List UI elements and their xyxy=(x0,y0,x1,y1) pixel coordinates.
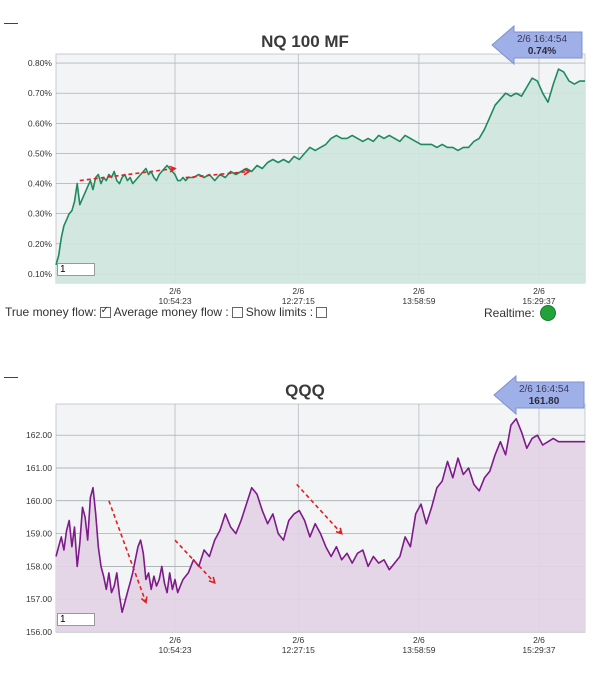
trend-arrow-head xyxy=(208,576,216,585)
badge-shape xyxy=(493,374,585,416)
x-tick-date: 2/6 xyxy=(169,286,181,296)
x-tick-time: 12:27:15 xyxy=(282,645,315,655)
range-input[interactable]: 1 xyxy=(57,263,95,276)
trend-arrow-line xyxy=(185,170,250,179)
y-tick-label: 0.40% xyxy=(28,179,53,189)
x-tick-date: 2/6 xyxy=(533,286,545,296)
chart-title: NQ 100 MF xyxy=(261,32,349,51)
y-tick-label: 0.80% xyxy=(28,58,53,68)
series-area xyxy=(56,418,585,632)
x-tick-date: 2/6 xyxy=(292,286,304,296)
nq100-mf-panel: — NQ 100 MF 0.10% 0.20% 0.30% 0.40% 0.50% 0.6… xyxy=(0,0,610,330)
y-tick-label: 157.00 xyxy=(26,594,52,604)
x-tick-date: 2/6 xyxy=(292,635,304,645)
y-tick-label: 0.30% xyxy=(28,209,53,219)
trend-arrow-line xyxy=(174,539,216,584)
x-tick-date: 2/6 xyxy=(413,635,425,645)
trend-arrow-head xyxy=(140,596,148,605)
chart-title: QQQ xyxy=(285,381,325,400)
x-tick-date: 2/6 xyxy=(413,286,425,296)
average-money-flow-checkbox[interactable] xyxy=(231,306,243,318)
y-tick-label: 0.60% xyxy=(28,118,53,128)
badge-time: 2/6 16:4:54 xyxy=(519,384,569,395)
badge-value: 161.80 xyxy=(529,396,560,407)
y-tick-label: 156.00 xyxy=(26,627,52,637)
badge-shape xyxy=(491,24,583,66)
y-tick-label: 158.00 xyxy=(26,561,52,571)
y-tick-label: 0.70% xyxy=(28,88,53,98)
y-tick-label: 159.00 xyxy=(26,529,52,539)
panel-collapse-dash[interactable]: — xyxy=(4,368,18,384)
true-money-flow-checkbox[interactable] xyxy=(99,305,111,318)
x-tick-time: 13:58:59 xyxy=(402,645,435,655)
y-tick-label: 0.50% xyxy=(28,148,53,158)
show-limits-label: Show limits : xyxy=(245,305,314,319)
panel-collapse-dash[interactable]: — xyxy=(4,14,18,30)
trend-arrow-head xyxy=(243,168,251,176)
x-tick-time: 15:29:37 xyxy=(522,296,555,306)
nq100-mf-chart: 0.10% 0.20% 0.30% 0.40% 0.50% 0.60% 0.70% 0.80%… xyxy=(28,24,586,306)
x-tick-time: 10:54:23 xyxy=(158,296,191,306)
y-tick-label: 0.10% xyxy=(28,269,53,279)
qqq-panel: — QQQ 156.00 157.00 158.00 159.00 160.00 161.… xyxy=(0,360,610,685)
realtime-indicator: Realtime: xyxy=(484,305,556,321)
x-tick-time: 13:58:59 xyxy=(402,296,435,306)
true-money-flow-label: True money flow: xyxy=(5,305,97,319)
realtime-label: Realtime: xyxy=(484,306,535,320)
x-tick-date: 2/6 xyxy=(533,635,545,645)
realtime-status-dot[interactable] xyxy=(539,305,556,321)
badge-value: 0.74% xyxy=(528,46,556,57)
y-tick-label: 161.00 xyxy=(26,463,52,473)
badge-time: 2/6 16:4:54 xyxy=(517,34,567,45)
show-limits-checkbox[interactable] xyxy=(316,306,328,318)
y-tick-label: 162.00 xyxy=(26,430,52,440)
trend-arrow-head xyxy=(169,165,177,173)
trend-arrow-line xyxy=(79,167,176,182)
range-input[interactable]: 1 xyxy=(57,613,95,626)
series-area xyxy=(56,69,585,283)
y-tick-label: 160.00 xyxy=(26,496,52,506)
x-tick-time: 15:29:37 xyxy=(522,645,555,655)
money-flow-controls: True money flow: Average money flow : Sh… xyxy=(5,305,330,319)
y-tick-label: 0.20% xyxy=(28,239,53,249)
trend-arrow-head xyxy=(335,527,343,535)
x-tick-time: 12:27:15 xyxy=(282,296,315,306)
last-value-badge: 2/6 16:4:540.74% xyxy=(491,24,583,66)
x-tick-time: 10:54:23 xyxy=(158,645,191,655)
average-money-flow-label: Average money flow : xyxy=(113,305,229,319)
qqq-chart: 156.00 157.00 158.00 159.00 160.00 161.00 162.… xyxy=(26,374,586,655)
series-line xyxy=(55,418,585,614)
x-tick-date: 2/6 xyxy=(169,635,181,645)
